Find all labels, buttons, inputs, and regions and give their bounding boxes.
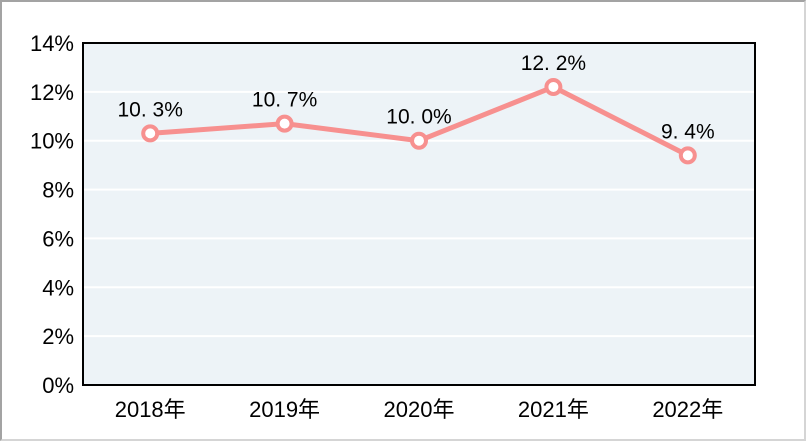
plot-area <box>83 43 755 385</box>
plot-border <box>82 42 756 386</box>
y-axis-tick-label: 10% <box>30 129 74 154</box>
data-point-marker <box>275 114 294 133</box>
y-axis-tick-label: 0% <box>42 373 74 398</box>
data-label: 10. 7% <box>252 89 317 112</box>
data-point-marker <box>544 77 563 96</box>
x-axis-label: 2020年 <box>384 397 455 422</box>
data-point-marker <box>410 131 428 150</box>
data-point-marker <box>678 146 697 165</box>
y-axis-tick-label: 12% <box>30 80 74 105</box>
y-axis-tick-label: 6% <box>42 226 74 251</box>
data-label: 12. 2% <box>521 52 586 75</box>
y-axis-tick-label: 8% <box>42 178 74 203</box>
data-label: 10. 3% <box>118 98 183 121</box>
y-axis-tick-label: 2% <box>42 324 74 349</box>
y-axis-tick-label: 14% <box>30 31 74 56</box>
x-axis-label: 2021年 <box>518 397 589 422</box>
data-point-marker <box>141 124 160 143</box>
x-axis-label: 2022年 <box>652 397 723 422</box>
y-axis-tick-label: 4% <box>42 275 74 300</box>
x-axis-label: 2019年 <box>249 397 320 422</box>
data-label: 9. 4% <box>661 120 715 143</box>
x-axis-label: 2018年 <box>115 397 186 422</box>
data-label: 10. 0% <box>386 106 451 129</box>
